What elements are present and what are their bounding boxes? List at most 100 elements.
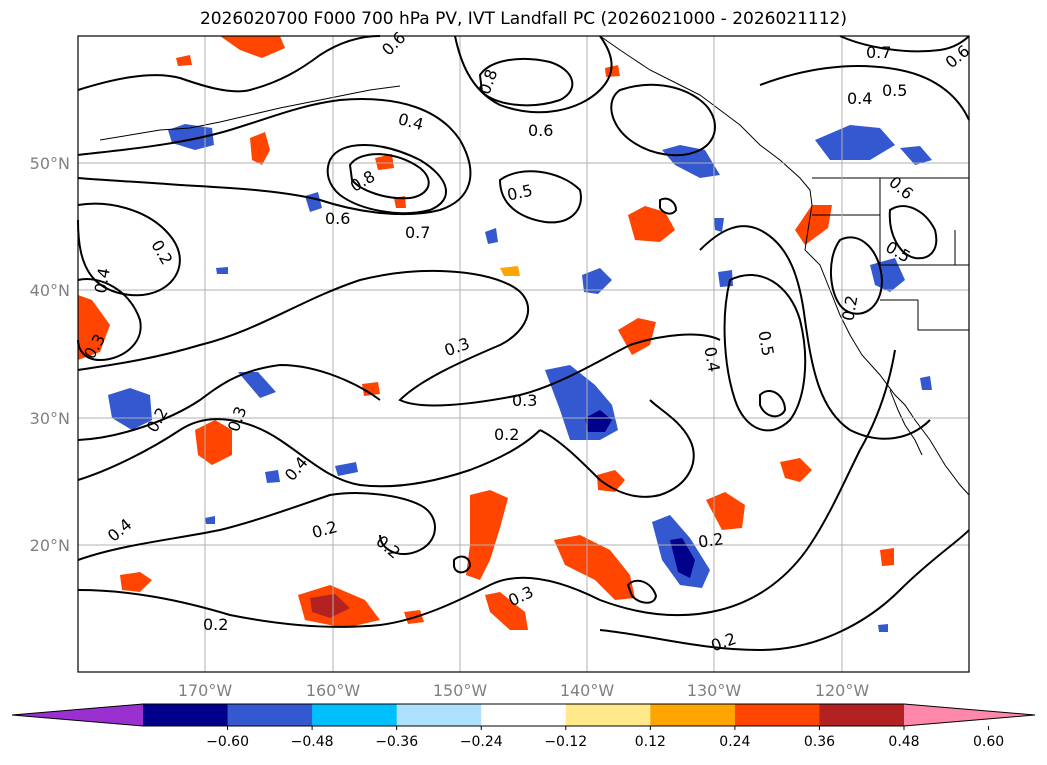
coast-baja <box>889 389 923 456</box>
contour-line <box>759 390 787 418</box>
colorbar-tick-label: 0.60 <box>973 734 1004 750</box>
contour-line <box>77 492 436 561</box>
shade-blue <box>878 624 888 632</box>
lat-tick-labels: 20°N 30°N 40°N 50°N <box>30 154 70 555</box>
shade-blue <box>265 470 280 483</box>
contour-layer <box>77 35 970 652</box>
shade-red <box>780 458 812 482</box>
shade-blue <box>714 218 724 232</box>
shade-navy <box>670 538 695 578</box>
contour-label: 0.7 <box>405 223 430 242</box>
contour-line <box>759 65 970 121</box>
contour-line <box>77 269 721 407</box>
colorbar-tick-label: 0.12 <box>635 734 666 750</box>
shade-blue <box>900 146 932 165</box>
shade-red <box>880 548 894 566</box>
contour-line <box>539 399 695 498</box>
contour-label: 0.2 <box>838 294 861 322</box>
shade-red <box>706 492 745 530</box>
contour-label: 0.6 <box>528 121 553 140</box>
contour-line <box>77 98 472 216</box>
contour-line <box>453 555 472 574</box>
contour-line <box>348 153 430 200</box>
contour-line <box>77 349 896 628</box>
shade-red <box>195 420 232 465</box>
shading-layer <box>78 36 932 632</box>
lon-tick-label: 170°W <box>178 681 233 700</box>
shade-blue <box>815 125 895 160</box>
colorbar: −0.60 −0.48 −0.36 −0.24 −0.12 0.12 0.24 0.36 0.4… <box>11 703 1036 750</box>
colorbar-tick-label: 0.48 <box>888 734 919 750</box>
colorbar-swatch <box>819 704 905 726</box>
contour-line <box>599 529 970 652</box>
shade-blue <box>168 124 214 150</box>
colorbar-tick-label: 0.24 <box>719 734 750 750</box>
lon-tick-labels: 170°W 160°W 150°W 140°W 130°W 120°W <box>178 681 870 700</box>
contour-label: 0.4 <box>700 345 723 373</box>
contour-line <box>77 202 181 297</box>
contour-label: 0.4 <box>847 89 872 108</box>
shade-red <box>120 572 152 592</box>
shade-blue <box>216 267 228 274</box>
contour-line <box>888 205 938 260</box>
lon-tick-label: 150°W <box>433 681 488 700</box>
map-grid <box>78 36 969 672</box>
colorbar-tick-label: −0.36 <box>375 734 418 750</box>
shade-blue <box>662 145 720 178</box>
map-border <box>77 35 970 673</box>
colorbar-swatch <box>396 704 482 726</box>
coast-north-america <box>599 35 970 496</box>
colorbar-swatch <box>312 704 398 726</box>
colorbar-tick-label: −0.12 <box>544 734 587 750</box>
shade-red <box>362 382 380 396</box>
coast-aleutians <box>99 85 401 141</box>
contour-line <box>454 35 613 114</box>
shade-red <box>176 55 192 66</box>
contour-line <box>839 35 970 53</box>
colorbar-swatch <box>227 704 313 726</box>
contour-line <box>829 236 884 315</box>
colorbar-outline <box>11 703 1036 727</box>
colorbar-swatch <box>734 704 820 726</box>
shade-blue <box>718 270 733 287</box>
lon-tick-label: 160°W <box>306 681 361 700</box>
contour-line <box>478 57 574 107</box>
contour-label: 0.4 <box>91 266 114 294</box>
contour-line <box>659 197 678 215</box>
colorbar-extend-min <box>12 704 143 726</box>
shade-red <box>628 206 675 242</box>
contour-label: 0.2 <box>494 425 519 444</box>
shade-red <box>250 132 270 165</box>
colorbar-tick-label: −0.24 <box>460 734 503 750</box>
shade-blue <box>205 516 215 524</box>
contour-label: 0.3 <box>512 391 537 410</box>
shade-blue <box>108 388 152 430</box>
contour-label: 0.5 <box>505 181 534 205</box>
shade-darkred <box>310 594 350 618</box>
shade-blue <box>870 258 905 292</box>
lat-tick-label: 40°N <box>30 281 70 300</box>
colorbar-extend-max <box>904 704 1035 726</box>
lat-tick-label: 50°N <box>30 154 70 173</box>
contour-label: 0.6 <box>325 209 350 228</box>
colorbar-swatch <box>650 704 736 726</box>
shade-blue <box>335 462 358 476</box>
shade-red <box>78 295 110 360</box>
shade-blue <box>485 228 498 244</box>
contour-line <box>723 274 807 432</box>
shade-red <box>375 154 394 170</box>
map-title: 2026020700 F000 700 hPa PV, IVT Landfall… <box>199 9 847 29</box>
shade-red <box>605 65 620 77</box>
lat-tick-label: 20°N <box>30 536 70 555</box>
shade-blue <box>920 376 932 390</box>
shade-red <box>485 592 528 630</box>
shade-red <box>597 470 625 492</box>
contour-line <box>326 144 447 215</box>
colorbar-tick-label: −0.48 <box>291 734 334 750</box>
shade-blue <box>582 268 612 294</box>
contour-line <box>77 418 541 488</box>
lon-tick-label: 130°W <box>687 681 742 700</box>
shade-red <box>554 535 635 600</box>
lon-tick-label: 140°W <box>560 681 615 700</box>
